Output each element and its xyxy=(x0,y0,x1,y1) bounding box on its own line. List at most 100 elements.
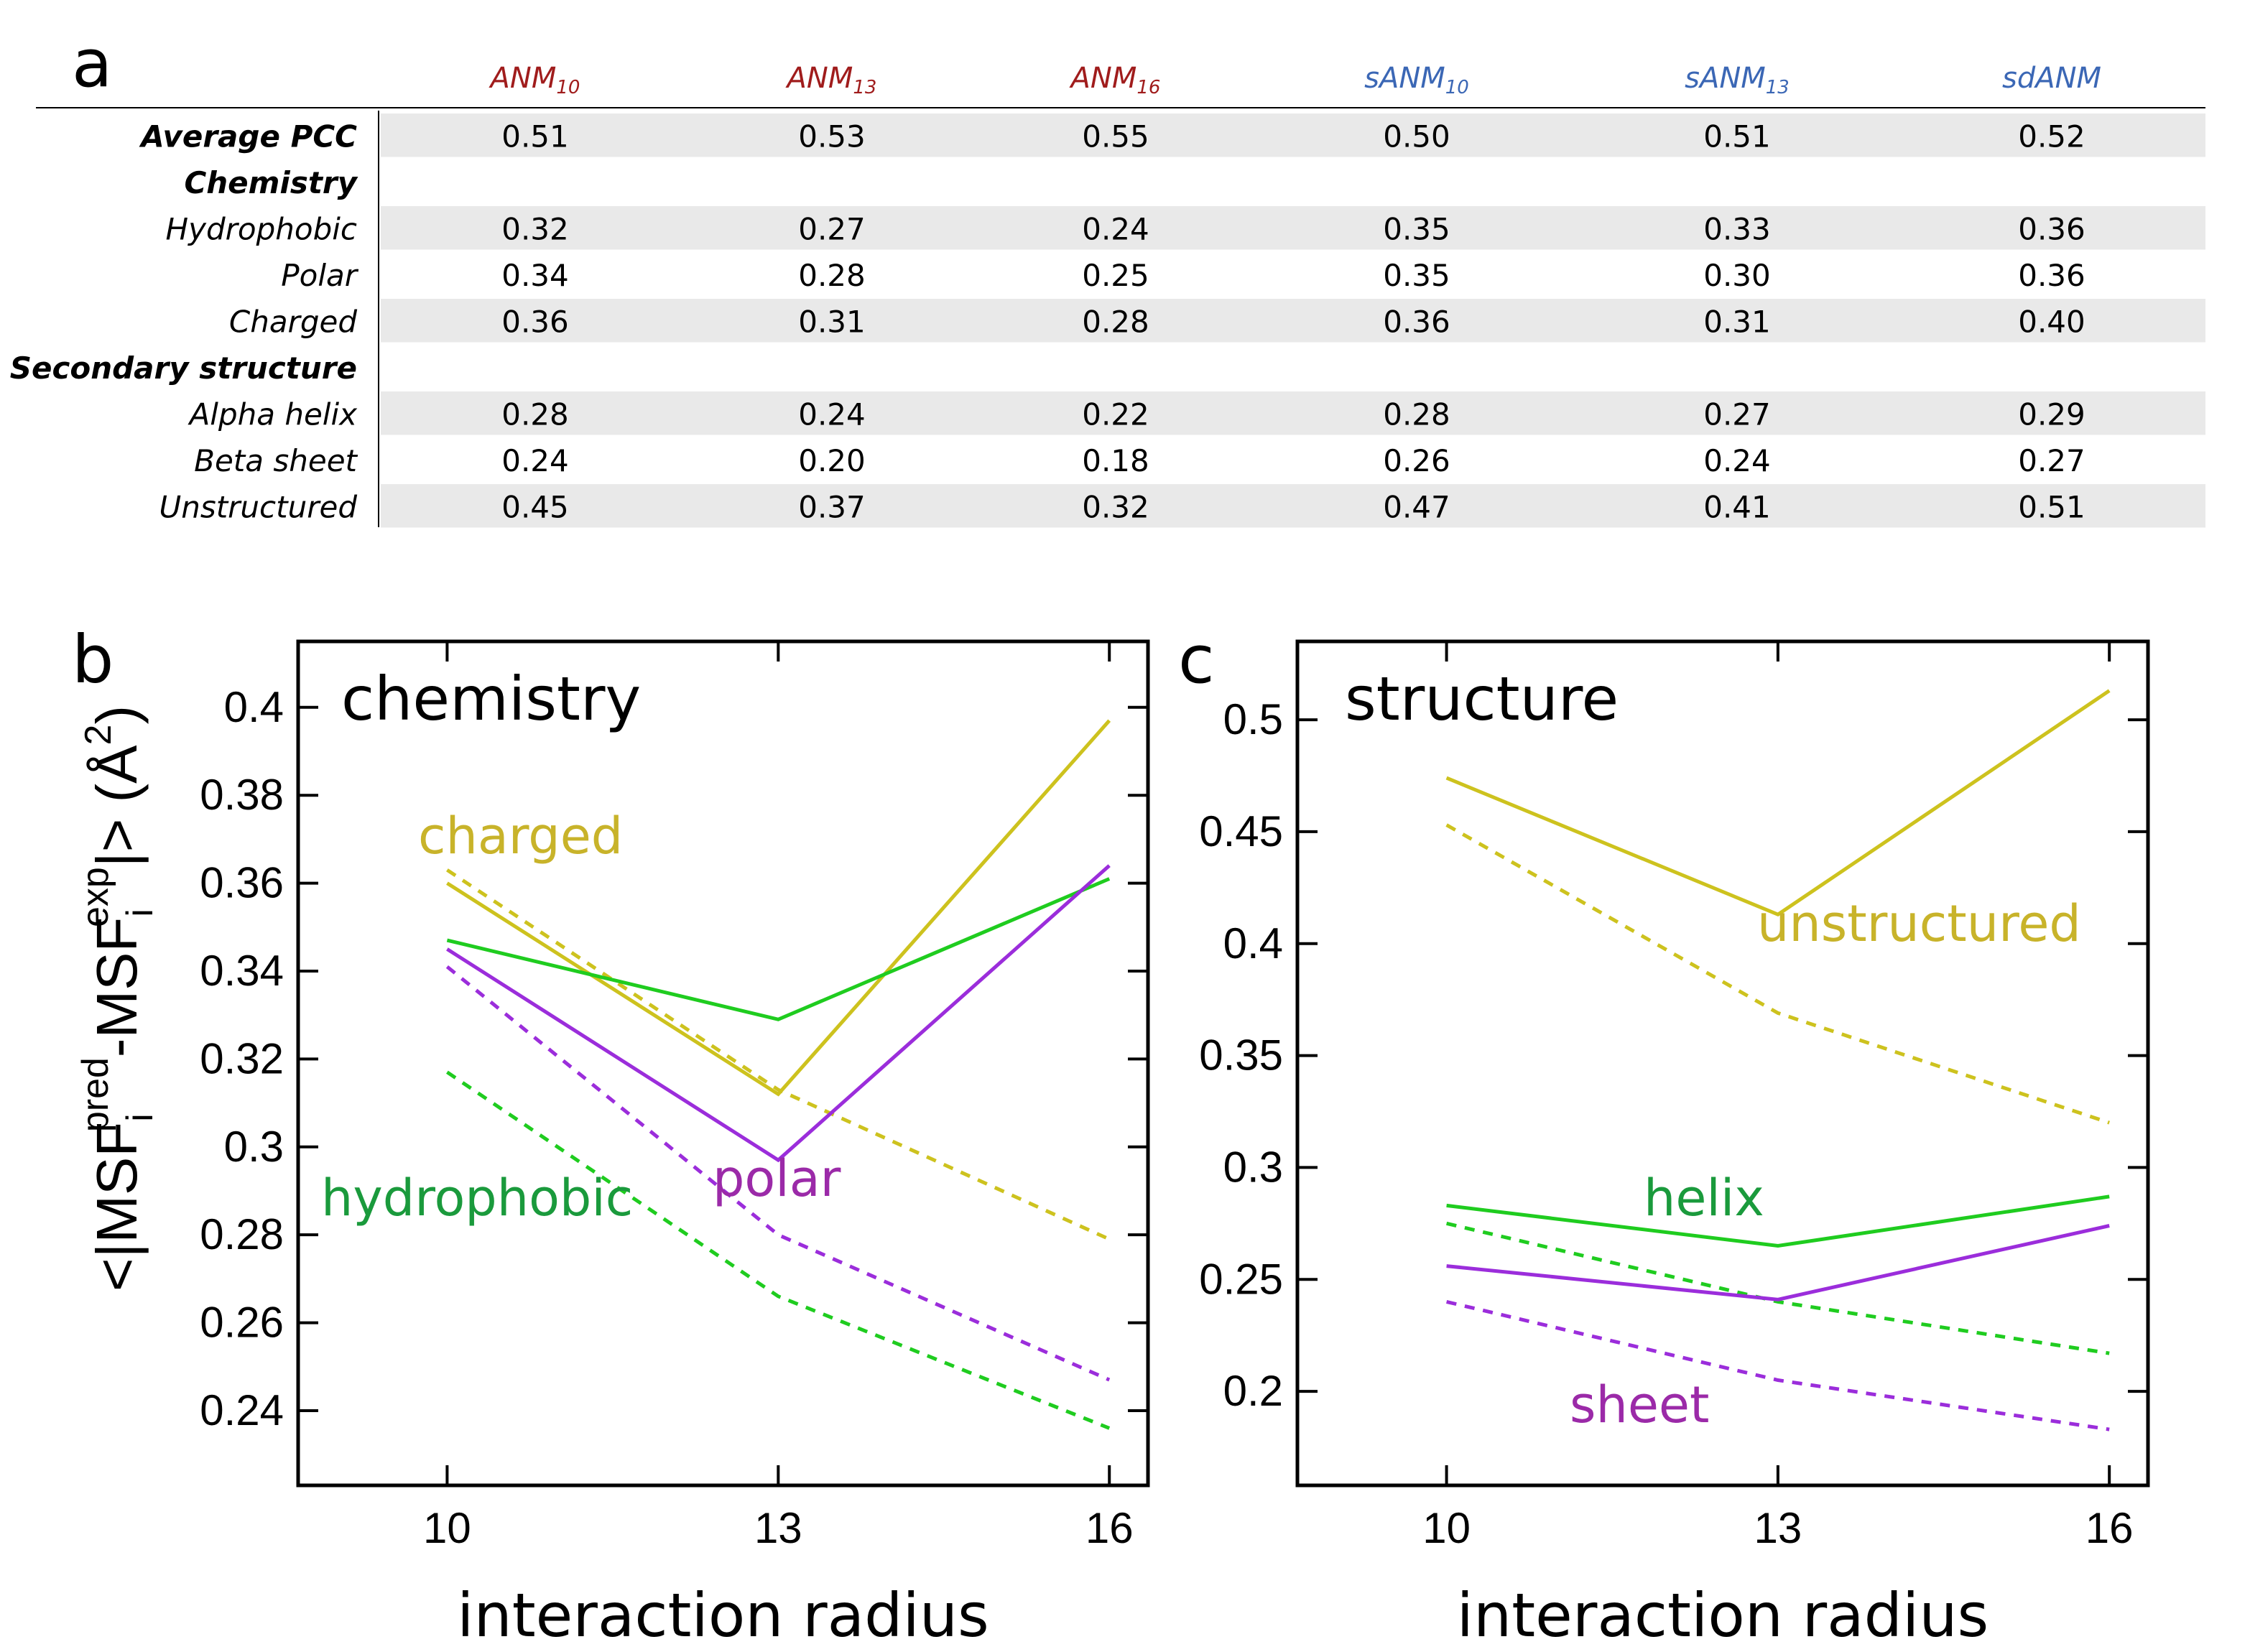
panel-b-letter: b xyxy=(72,621,114,698)
column-header: sANM13 xyxy=(1685,62,1790,98)
table-row-label: Secondary structure xyxy=(10,351,357,386)
table-cell: 0.27 xyxy=(1703,396,1771,432)
table-row-stripe xyxy=(381,484,2205,528)
y-tick-label: 0.3 xyxy=(1223,1143,1283,1191)
panel-c-letter: c xyxy=(1178,621,1215,698)
table-cell: 0.45 xyxy=(501,489,569,524)
series-annotation: helix xyxy=(1644,1169,1764,1228)
series-line-helix-dashed xyxy=(1446,1221,2110,1355)
x-tick-label: 10 xyxy=(423,1504,471,1552)
table-cell: 0.28 xyxy=(798,258,866,293)
table-cell: 0.51 xyxy=(2018,489,2085,524)
table-cell: 0.24 xyxy=(798,396,866,432)
table-row-stripe xyxy=(381,113,2205,157)
table-cell: 0.53 xyxy=(798,119,866,154)
table-cell: 0.31 xyxy=(798,304,866,339)
series-line-hydrophobic xyxy=(446,877,1111,1021)
y-tick-label: 0.4 xyxy=(1223,919,1283,967)
table-cell: 0.37 xyxy=(798,489,866,524)
column-header-name: ANM xyxy=(785,62,853,95)
table-cell: 0.28 xyxy=(1383,396,1450,432)
y-tick-label: 0.45 xyxy=(1199,807,1283,855)
table-cell: 0.24 xyxy=(1082,211,1149,246)
table-cell: 0.47 xyxy=(1383,489,1450,524)
y-axis-label-part: <|MSF xyxy=(85,1122,149,1291)
x-tick-label: 13 xyxy=(1754,1504,1802,1552)
panel-a-table: a ANM10 ANM13 ANM16 sANM10 sANM13 sdANM Avera… xyxy=(10,25,2205,528)
y-axis-label-part: 2 xyxy=(78,725,119,746)
x-axis-label: interaction radius xyxy=(1457,1580,1989,1651)
y-tick-label: 0.38 xyxy=(200,771,284,819)
table-cell: 0.24 xyxy=(1703,443,1771,478)
plot-frame xyxy=(296,639,1150,1488)
series-line-unstructured-dashed xyxy=(1445,823,2110,1125)
table-cell: 0.30 xyxy=(1703,258,1771,293)
y-tick-label: 0.26 xyxy=(200,1299,284,1347)
panel-b-chemistry-chart: b 0.24 0.26 0.28 0.3 0.32 0.34 0.36 0.38 0.4 10 13… xyxy=(72,621,1150,1651)
table-cell: 0.36 xyxy=(501,304,569,339)
table-cell: 0.32 xyxy=(501,211,569,246)
column-header-subscript: 13 xyxy=(1766,77,1790,98)
x-tick-label: 10 xyxy=(1422,1504,1471,1552)
y-tick-label: 0.35 xyxy=(1199,1031,1283,1080)
series-annotation: unstructured xyxy=(1757,894,2081,953)
table-stripes xyxy=(381,113,2205,528)
y-axis-label-part: pred xyxy=(75,1057,116,1132)
y-axis-label-part: -MSF xyxy=(85,917,149,1058)
table-cell: 0.36 xyxy=(2018,258,2085,293)
y-axis-label-part: i xyxy=(119,1113,161,1122)
series-annotation: sheet xyxy=(1570,1375,1709,1434)
series-annotation: charged xyxy=(418,807,623,866)
table-cell: 0.27 xyxy=(2018,443,2085,478)
column-header-subscript: 13 xyxy=(853,77,876,98)
panel-a-letter: a xyxy=(72,25,112,102)
y-axis-label-part: i xyxy=(119,909,161,917)
y-tick-label: 0.24 xyxy=(200,1386,284,1434)
column-header: sdANM xyxy=(2002,62,2101,95)
table-cell: 0.51 xyxy=(501,119,569,154)
table-cell: 0.25 xyxy=(1082,258,1149,293)
table-row-label: Polar xyxy=(281,258,358,293)
x-tick-label: 13 xyxy=(754,1504,802,1552)
table-cell: 0.28 xyxy=(1082,304,1149,339)
table-row-label: Average PCC xyxy=(139,119,357,154)
column-header-name: sdANM xyxy=(2002,62,2101,95)
series-line-helix xyxy=(1446,1194,2110,1248)
column-header: sANM10 xyxy=(1364,62,1469,98)
panel-c-structure-chart: c 0.2 0.25 0.3 0.35 0.4 0.45 0.5 10 13 16 structur… xyxy=(1178,621,2150,1651)
column-header-name: sANM xyxy=(1685,62,1766,95)
series-annotation: hydrophobic xyxy=(321,1169,633,1228)
table-cell: 0.35 xyxy=(1383,211,1450,246)
series-line-charged xyxy=(446,719,1111,1097)
plot-title: structure xyxy=(1345,664,1619,734)
y-tick-label: 0.4 xyxy=(224,683,284,731)
series-line-unstructured xyxy=(1445,689,2111,917)
plot-frame xyxy=(1295,639,2150,1488)
table-row-stripe xyxy=(381,391,2205,435)
x-tick-label: 16 xyxy=(1085,1504,1134,1552)
table-cell: 0.52 xyxy=(2018,119,2085,154)
column-header-subscript: 10 xyxy=(556,77,580,98)
table-cell: 0.18 xyxy=(1082,443,1149,478)
y-tick-label: 0.34 xyxy=(200,947,284,995)
table-header: ANM10 ANM13 ANM16 sANM10 sANM13 sdANM xyxy=(489,62,2101,98)
table-cell: 0.26 xyxy=(1383,443,1450,478)
table-cell: 0.28 xyxy=(501,396,569,432)
table-row-stripe xyxy=(381,299,2205,343)
table-row-label: Hydrophobic xyxy=(166,211,357,246)
y-tick-label: 0.25 xyxy=(1199,1255,1283,1303)
table-cell: 0.20 xyxy=(798,443,866,478)
column-header-name: ANM xyxy=(1069,62,1137,95)
series-line-sheet-dashed xyxy=(1446,1299,2110,1431)
table-row-label: Chemistry xyxy=(184,165,358,200)
table-cell: 0.50 xyxy=(1383,119,1450,154)
y-axis-label-part: ) xyxy=(85,705,149,725)
table-cell: 0.35 xyxy=(1383,258,1450,293)
x-axis-label: interaction radius xyxy=(457,1580,989,1651)
table-cell: 0.27 xyxy=(798,211,866,246)
table-row-label: Charged xyxy=(229,304,357,339)
series-annotation: polar xyxy=(713,1149,841,1208)
y-tick-label: 0.36 xyxy=(200,859,284,907)
table-cell: 0.34 xyxy=(501,258,569,293)
